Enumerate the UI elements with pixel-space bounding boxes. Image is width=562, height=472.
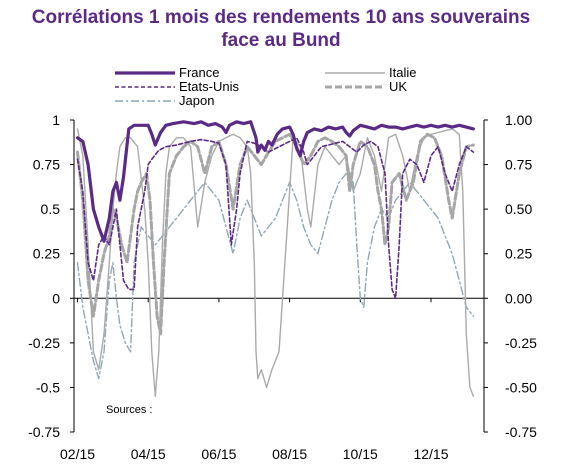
chart-title-line-2: face au Bund (221, 30, 341, 51)
x-tick-label: 12/15 (413, 446, 448, 462)
x-tick-label: 04/15 (131, 446, 166, 462)
series-line-france (75, 120, 475, 243)
y-left-tick-label: 1 (52, 112, 60, 128)
tick-labels: 1 0.75 0.5 0.25 0 -0.25 -0.5 -0.75 1.00 0.75 0.50 0… (28, 112, 537, 462)
y-right-tick-label: -0.25 (505, 335, 537, 351)
y-right-tick-label: -0.75 (505, 424, 537, 440)
series-lines (75, 120, 475, 397)
y-left-tick-label: -0.25 (28, 335, 60, 351)
chart-title-line-1: Corrélations 1 mois des rendements 10 an… (31, 7, 531, 28)
series-line-italie (76, 128, 475, 397)
x-tick-label: 10/15 (343, 446, 378, 462)
y-right-tick-label: 0.75 (505, 157, 532, 173)
y-right-tick-label: 0.25 (505, 246, 532, 262)
series-line-uk (76, 132, 475, 336)
sources-annotation: Sources : (106, 404, 152, 416)
legend-label-italie: Italie (389, 65, 416, 80)
axes (70, 119, 488, 433)
x-tick-label: 02/15 (60, 446, 95, 462)
y-left-tick-label: -0.75 (28, 424, 60, 440)
x-tick-label: 08/15 (272, 446, 307, 462)
y-left-tick-label: 0.75 (33, 157, 60, 173)
legend-label-france: France (179, 65, 219, 80)
chart-title: Corrélations 1 mois des rendements 10 an… (0, 6, 562, 52)
y-left-tick-label: -0.5 (36, 379, 60, 395)
legend-label-etats-unis: Etats-Unis (179, 79, 239, 94)
y-right-tick-label: 0.00 (505, 290, 532, 306)
legend-label-japon: Japon (179, 93, 214, 108)
series-line-japon (76, 172, 475, 380)
y-right-tick-label: -0.50 (505, 379, 537, 395)
y-left-tick-label: 0.25 (33, 246, 60, 262)
y-right-tick-label: 0.50 (505, 201, 532, 217)
y-left-tick-label: 0.5 (41, 201, 61, 217)
y-right-tick-label: 1.00 (505, 112, 532, 128)
legend-label-uk: UK (389, 79, 407, 94)
x-tick-label: 06/15 (201, 446, 236, 462)
y-left-tick-label: 0 (52, 290, 60, 306)
